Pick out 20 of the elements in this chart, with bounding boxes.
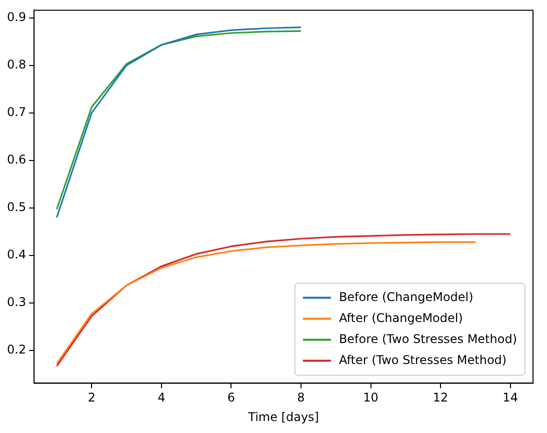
y-tick-label: 0.8 [6, 57, 26, 72]
x-tick-label: 4 [158, 390, 166, 405]
y-tick-label: 0.6 [6, 152, 26, 166]
y-tick-label: 0.7 [6, 104, 26, 119]
y-tick-label: 0.5 [6, 200, 26, 214]
x-tick-label: 14 [502, 390, 518, 405]
x-tick-label: 8 [297, 390, 305, 405]
y-tick-label: 0.2 [6, 342, 26, 357]
x-axis-title: Time [days] [247, 410, 319, 424]
x-tick-label: 2 [88, 390, 96, 405]
legend-label: Before (Two Stresses Method) [338, 332, 517, 346]
y-tick-label: 0.3 [6, 295, 26, 310]
x-tick-label: 6 [227, 390, 236, 405]
legend-label: Before (ChangeModel) [338, 290, 474, 304]
y-tick-label: 0.9 [6, 10, 26, 24]
x-tick-label: 12 [432, 390, 448, 405]
legend-label: After (Two Stresses Method) [338, 352, 507, 367]
x-tick-label: 10 [363, 390, 378, 405]
legend-label: After (ChangeModel) [338, 310, 463, 325]
y-tick-label: 0.4 [6, 248, 26, 262]
